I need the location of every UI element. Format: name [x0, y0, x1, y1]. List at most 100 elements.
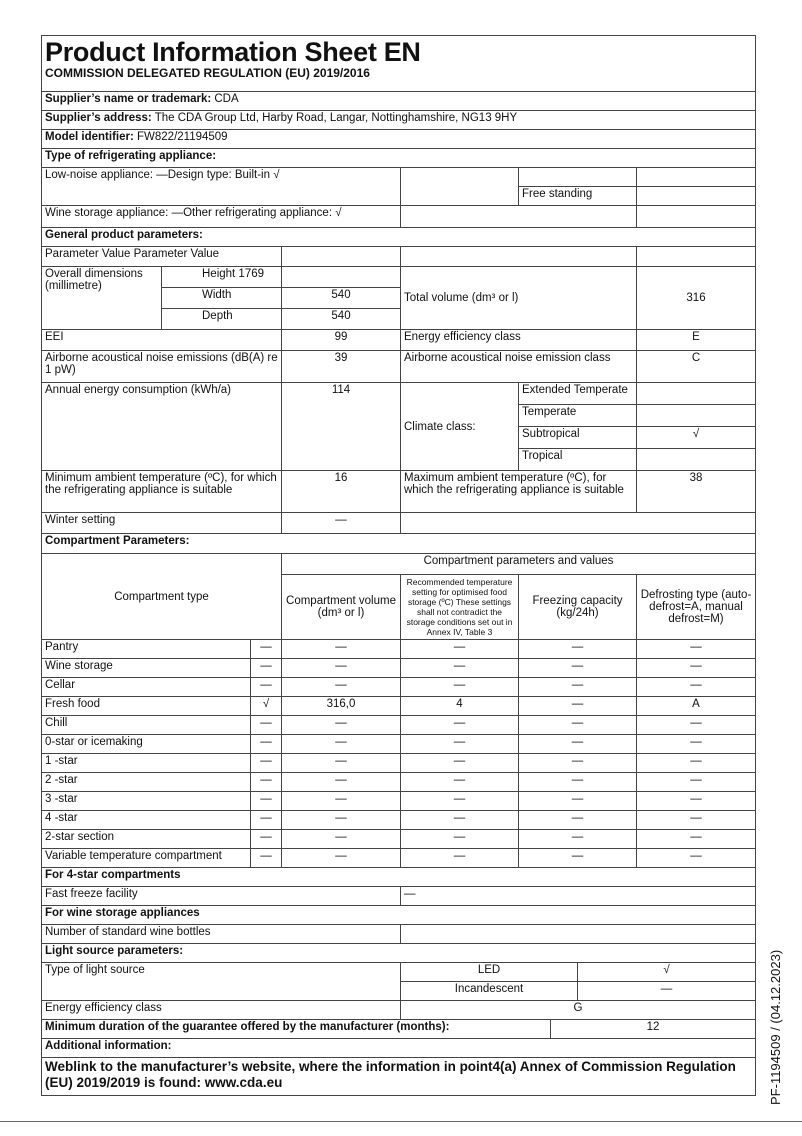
- compartment-freezing: —: [518, 753, 637, 773]
- compartment-volume: —: [281, 658, 401, 678]
- compartment-row: 0-star or icemaking — — — — —: [41, 734, 756, 754]
- eec-value: E: [636, 329, 756, 351]
- eec-label: Energy efficiency class: [400, 329, 637, 351]
- wine-storage-cell: Wine storage appliance: —Other refrigera…: [41, 205, 401, 228]
- compartment-present: —: [250, 715, 282, 735]
- compartment-present: —: [250, 677, 282, 697]
- compartment-volume: —: [281, 772, 401, 792]
- light-eec-value: G: [400, 1000, 756, 1020]
- product-information-sheet: Product Information Sheet EN COMMISSION …: [41, 35, 756, 1096]
- compartment-defrost: —: [636, 753, 756, 773]
- compartment-temp: —: [400, 772, 519, 792]
- compartment-temp: —: [400, 829, 519, 849]
- compartment-row: 1 -star — — — — —: [41, 753, 756, 773]
- climate-class-value: [636, 404, 756, 427]
- max-temp-label: Maximum ambient temperature (ºC), for wh…: [400, 470, 637, 513]
- four-star-heading: For 4-star compartments: [41, 867, 756, 887]
- compartment-volume: —: [281, 829, 401, 849]
- compartment-name: 0-star or icemaking: [41, 734, 251, 754]
- compartment-temp: —: [400, 810, 519, 830]
- led-label: LED: [400, 962, 578, 982]
- compartment-freezing: —: [518, 677, 637, 697]
- compartment-present: —: [250, 658, 282, 678]
- compartment-temp: —: [400, 848, 519, 868]
- winter-label: Winter setting: [41, 512, 282, 534]
- compartment-name: Chill: [41, 715, 251, 735]
- compartment-row: 2-star section — — — — —: [41, 829, 756, 849]
- light-eec-label: Energy efficiency class: [41, 1000, 401, 1020]
- bottles-label: Number of standard wine bottles: [41, 924, 401, 944]
- noise-class-label: Airborne acoustical noise emission class: [400, 350, 637, 383]
- compartment-row: 4 -star — — — — —: [41, 810, 756, 830]
- compartment-temp: —: [400, 791, 519, 811]
- compartment-present: √: [250, 696, 282, 716]
- compartment-volume: —: [281, 753, 401, 773]
- compartment-temp: —: [400, 658, 519, 678]
- compartment-present: —: [250, 810, 282, 830]
- compartment-present: —: [250, 848, 282, 868]
- compartment-heading: Compartment Parameters:: [41, 533, 756, 554]
- compartment-freezing: —: [518, 810, 637, 830]
- compartment-row: 3 -star — — — — —: [41, 791, 756, 811]
- compartment-defrost: —: [636, 791, 756, 811]
- compartment-freezing: —: [518, 658, 637, 678]
- climate-class-value: √: [636, 426, 756, 449]
- compartment-freezing: —: [518, 848, 637, 868]
- compartment-temp: —: [400, 753, 519, 773]
- compartment-volume: —: [281, 810, 401, 830]
- compartment-defrost: —: [636, 772, 756, 792]
- compartment-name: 3 -star: [41, 791, 251, 811]
- compartment-defrost: —: [636, 639, 756, 659]
- compartment-volume: —: [281, 715, 401, 735]
- compartment-name: 4 -star: [41, 810, 251, 830]
- climate-class-name: Temperate: [518, 404, 637, 427]
- light-heading: Light source parameters:: [41, 943, 756, 963]
- compartment-volume: —: [281, 848, 401, 868]
- compartment-name: 2 -star: [41, 772, 251, 792]
- depth-label: Depth: [161, 308, 282, 330]
- compartment-row: 2 -star — — — — —: [41, 772, 756, 792]
- compartment-name: 2-star section: [41, 829, 251, 849]
- compartment-volume: —: [281, 734, 401, 754]
- width-label: Width: [161, 287, 282, 309]
- document-reference: PF-1194509 / (04.12.2023): [768, 949, 783, 1105]
- param-row: Parameter Value Parameter Value: [41, 246, 282, 267]
- depth-value: 540: [281, 308, 401, 330]
- climate-class-name: Subtropical: [518, 426, 637, 449]
- compartment-temp: —: [400, 677, 519, 697]
- annual-energy-label: Annual energy consumption (kWh/a): [41, 382, 282, 471]
- col-temp: Recommended temperature setting for opti…: [400, 574, 519, 640]
- incandescent-label: Incandescent: [400, 981, 578, 1001]
- compartment-present: —: [250, 772, 282, 792]
- compartment-row: Cellar — — — — —: [41, 677, 756, 697]
- compartment-freezing: —: [518, 734, 637, 754]
- compartment-defrost: —: [636, 734, 756, 754]
- model-identifier: Model identifier: FW822/21194509: [41, 129, 756, 149]
- compartment-temp: —: [400, 734, 519, 754]
- wine-heading: For wine storage appliances: [41, 905, 756, 925]
- climate-class-name: Extended Temperate: [518, 382, 637, 405]
- compartment-defrost: —: [636, 715, 756, 735]
- regulation: COMMISSION DELEGATED REGULATION (EU) 201…: [45, 66, 370, 80]
- min-temp-value: 16: [281, 470, 401, 513]
- width-value: 540: [281, 287, 401, 309]
- noise-label: Airborne acoustical noise emissions (dB(…: [41, 350, 282, 383]
- guarantee-label: Minimum duration of the guarantee offere…: [41, 1019, 551, 1039]
- compartment-freezing: —: [518, 791, 637, 811]
- bottles-value: [400, 924, 756, 944]
- compartment-temp: —: [400, 715, 519, 735]
- col-defrost: Defrosting type (auto-defrost=A, manual …: [636, 574, 756, 640]
- compartment-temp: 4: [400, 696, 519, 716]
- compartment-freezing: —: [518, 772, 637, 792]
- low-noise-cell: Low-noise appliance: —Design type: Built…: [41, 167, 401, 206]
- compartment-name: Wine storage: [41, 658, 251, 678]
- winter-value: —: [281, 512, 401, 534]
- annual-energy-value: 114: [281, 382, 401, 471]
- compartment-name: Pantry: [41, 639, 251, 659]
- noise-value: 39: [281, 350, 401, 383]
- climate-label: Climate class:: [400, 382, 519, 471]
- climate-class-value: [636, 382, 756, 405]
- compartment-name: Cellar: [41, 677, 251, 697]
- climate-class-value: [636, 448, 756, 471]
- height-value: Height 1769: [161, 266, 282, 288]
